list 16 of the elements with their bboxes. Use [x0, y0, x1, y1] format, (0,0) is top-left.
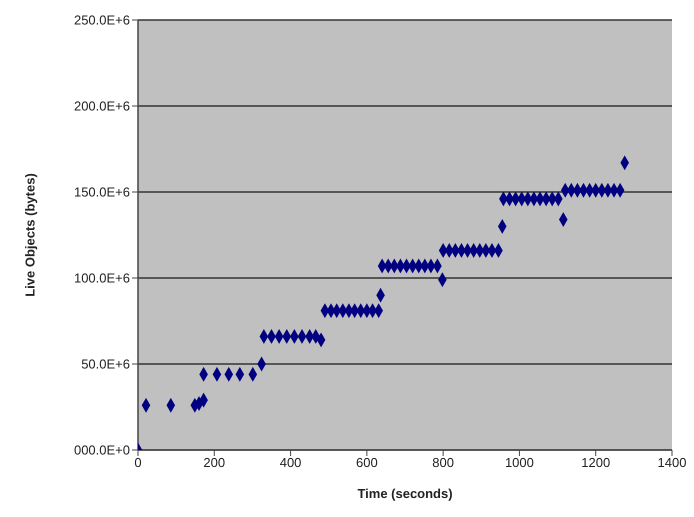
x-tick-label: 1400 [658, 455, 686, 470]
x-tick-label: 200 [203, 455, 226, 470]
y-tick-label: 100.0E+6 [74, 270, 130, 286]
x-tick-label: 600 [356, 455, 378, 470]
x-tick-label: 800 [432, 455, 454, 470]
x-tick-label: 1000 [504, 455, 534, 470]
y-tick-label: 200.0E+6 [74, 98, 130, 114]
x-axis-title: Time (seconds) [357, 486, 453, 501]
y-tick-label: 50.0E+6 [81, 356, 130, 372]
x-tick-label: 400 [280, 455, 302, 470]
y-tick-label: 150.0E+6 [74, 184, 130, 200]
x-tick-label: 0 [134, 455, 142, 470]
y-axis-title: Live Objects (bytes) [22, 173, 38, 297]
y-tick-label: 000.0E+0 [74, 442, 130, 458]
x-tick-label: 1200 [581, 455, 610, 470]
y-tick-label: 250.0E+6 [74, 12, 130, 28]
